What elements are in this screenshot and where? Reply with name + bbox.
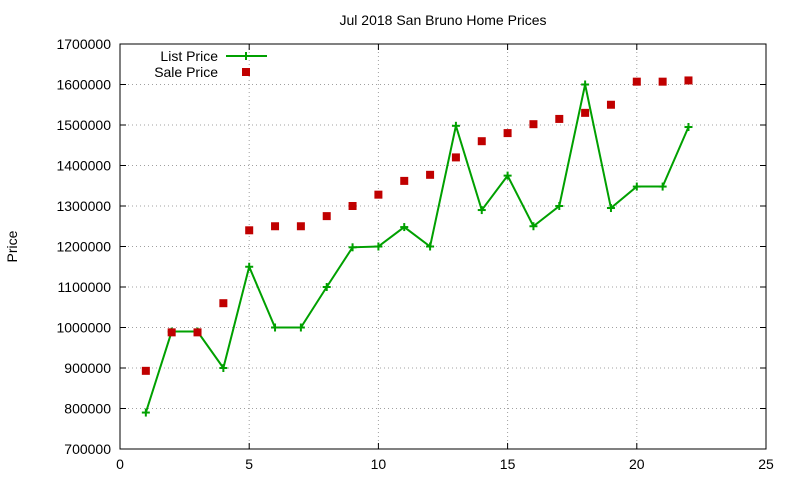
data-point [271,323,280,332]
data-point [606,204,615,213]
axis-ticks: 700000 800000 900000 1000000 1100000 1200000 1… [56,36,774,472]
data-point [245,226,254,235]
legend-label: List Price [160,48,218,64]
y-tick-label: 1500000 [56,117,111,133]
x-tick-label: 20 [629,456,645,472]
y-tick-label: 900000 [64,360,111,376]
data-point [400,223,409,232]
data-point [426,242,435,251]
data-point [296,222,305,231]
data-point [632,77,641,86]
data-point [684,123,693,132]
series-sale-price [141,76,693,375]
data-point [245,262,254,271]
data-point [503,171,512,180]
data-point [400,176,409,185]
x-tick-label: 5 [245,456,253,472]
data-point [374,190,383,199]
legend-label: Sale Price [154,64,218,80]
series-list-price [141,80,693,417]
y-axis-label: Price [4,230,20,262]
data-point [477,206,486,215]
data-point [529,222,538,231]
data-point [658,77,667,86]
grid [120,44,766,449]
legend-marker [242,52,250,60]
data-point [426,170,435,179]
y-tick-label: 1600000 [56,77,111,93]
data-point [141,366,150,375]
y-tick-label: 1300000 [56,198,111,214]
data-point [219,364,228,372]
x-tick-label: 0 [116,456,124,472]
data-point [219,299,228,308]
legend-marker [242,68,250,76]
chart-title: Jul 2018 San Bruno Home Prices [340,12,547,28]
data-point [581,80,590,89]
data-point [348,243,357,252]
series-layer [141,76,693,417]
data-point [296,323,305,332]
x-tick-label: 15 [500,456,516,472]
data-point [141,408,150,417]
data-point [167,328,176,337]
data-point [632,182,641,191]
data-point [322,283,331,291]
x-tick-label: 10 [371,456,387,472]
y-tick-label: 1100000 [58,279,112,295]
y-tick-label: 1400000 [56,158,111,174]
y-tick-label: 1000000 [56,320,111,336]
data-point [348,202,357,210]
data-point [581,108,590,117]
data-point [451,121,460,130]
data-point [271,222,280,231]
data-point [555,114,564,123]
data-point [193,328,202,337]
data-point [658,182,667,191]
y-tick-label: 800000 [64,401,111,417]
data-point [477,137,486,146]
data-point [529,120,538,129]
series-line [144,84,690,413]
data-point [555,202,564,210]
data-point [451,153,460,162]
x-tick-label: 25 [758,456,774,472]
y-tick-label: 1200000 [56,239,111,255]
data-point [503,129,512,138]
data-point [606,100,615,109]
y-tick-label: 1700000 [56,36,111,52]
data-point [374,242,383,251]
y-tick-label: 700000 [64,441,111,457]
data-point [322,212,331,221]
data-point [684,76,693,85]
